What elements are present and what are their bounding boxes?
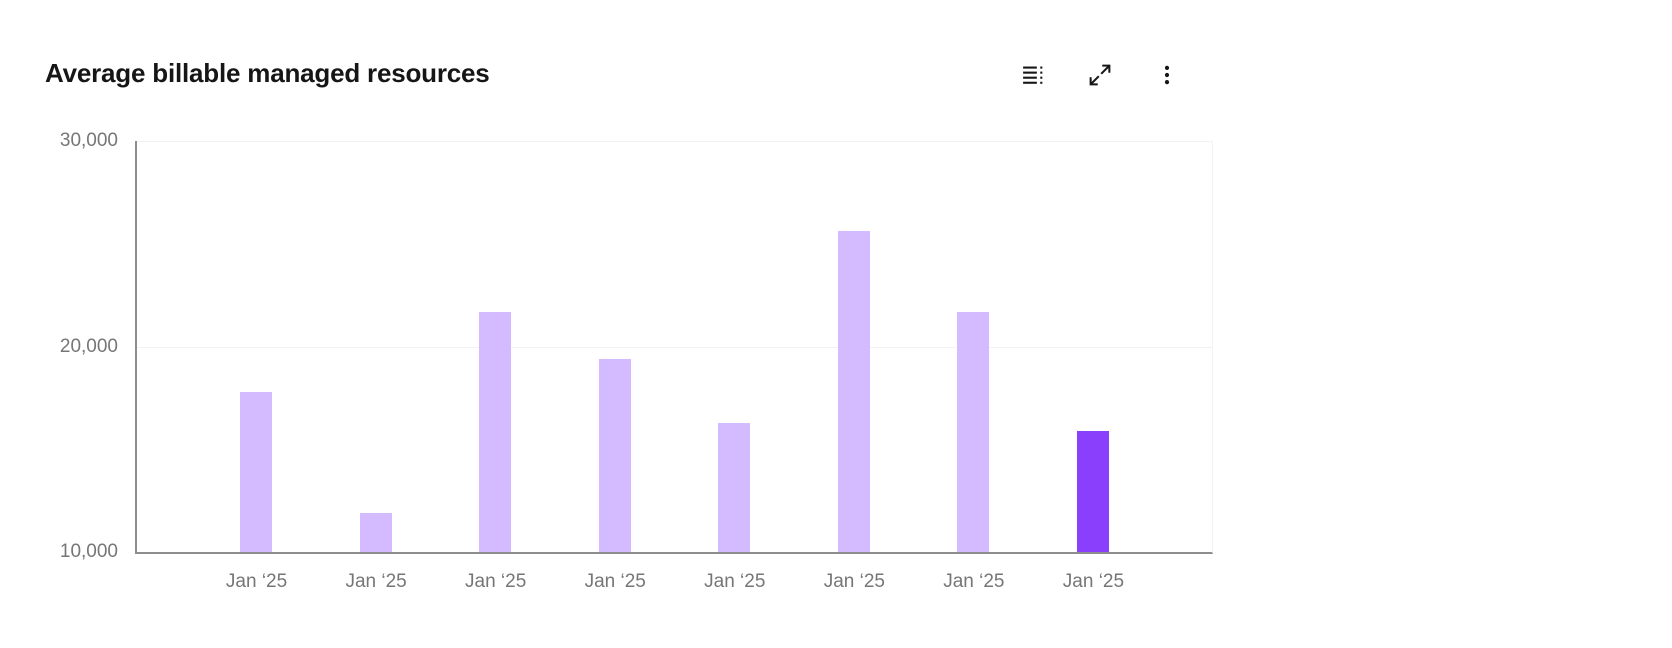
bar-1[interactable]	[240, 391, 273, 552]
show-as-table-button[interactable]	[1017, 59, 1049, 91]
data-table-icon	[1022, 64, 1044, 86]
x-tick-label: Jan ‘25	[584, 571, 646, 592]
bar-4[interactable]	[598, 358, 631, 552]
bar-8[interactable]	[1076, 430, 1109, 552]
gridline	[137, 141, 1212, 142]
y-tick-label: 10,000	[59, 541, 118, 562]
chart-toolbar	[1017, 59, 1183, 91]
chart-title: Average billable managed resources	[45, 58, 490, 88]
overflow-menu-button[interactable]	[1151, 59, 1183, 91]
bar-chart-plot	[135, 141, 1213, 554]
x-tick-label: Jan ‘25	[704, 571, 766, 592]
x-tick-label: Jan ‘25	[345, 571, 407, 592]
bar-6[interactable]	[837, 231, 870, 552]
x-tick-label: Jan ‘25	[823, 571, 885, 592]
x-axis: Jan ‘25 Jan ‘25 Jan ‘25 Jan ‘25 Jan ‘25 Jan ‘…	[137, 570, 1213, 596]
x-tick-label: Jan ‘25	[1062, 571, 1125, 592]
gridline	[137, 346, 1212, 348]
bar-2[interactable]	[359, 512, 392, 552]
expand-button[interactable]	[1084, 59, 1116, 91]
x-tick-label: Jan ‘25	[943, 571, 1005, 592]
overflow-menu-icon	[1156, 64, 1178, 86]
bar-7[interactable]	[957, 311, 990, 552]
expand-icon	[1088, 63, 1112, 87]
y-tick-label: 20,000	[59, 335, 118, 357]
x-tick-label: Jan ‘25	[465, 571, 527, 592]
y-tick-label: 30,000	[59, 130, 118, 151]
bar-5[interactable]	[718, 422, 751, 552]
y-axis: 10,000 20,000 30,000	[28, 0, 118, 648]
bar-3[interactable]	[479, 311, 512, 552]
x-tick-label: Jan ‘25	[225, 571, 288, 592]
